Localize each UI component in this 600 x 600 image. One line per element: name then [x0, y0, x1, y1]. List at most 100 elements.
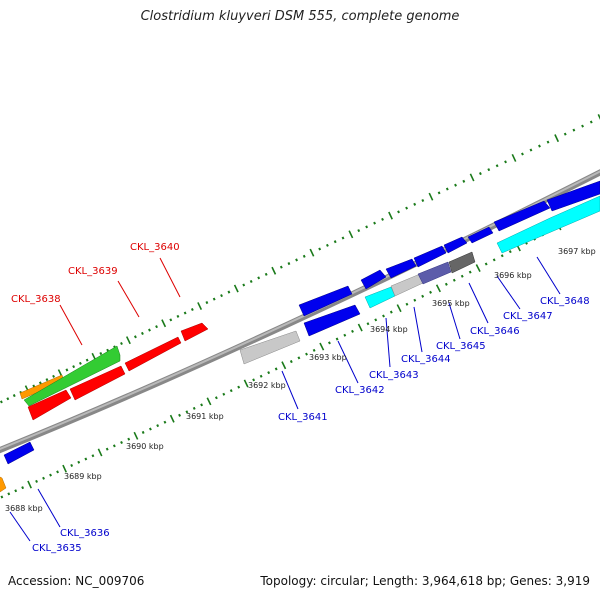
gene-arrow-3638-green[interactable] [23, 345, 121, 407]
gene-label-3641[interactable]: CKL_3641 [278, 412, 328, 423]
gene-arrow-3641[interactable] [239, 330, 301, 365]
leader-3638 [59, 304, 83, 346]
outer-tick [141, 331, 144, 335]
outer-tick [563, 132, 567, 136]
gene-label-3636[interactable]: CKL_3636 [60, 528, 110, 539]
outer-tick [581, 124, 584, 128]
genome-summary-text: Topology: circular; Length: 3,964,618 bp… [260, 574, 590, 588]
gene-arrow-3640[interactable] [180, 322, 209, 342]
leader-3645 [448, 302, 461, 340]
leader-3646 [468, 282, 489, 324]
reverse-strand [0, 195, 600, 493]
inner-tick [297, 356, 301, 360]
outer-tick [397, 210, 400, 214]
outer-tick-ring [0, 114, 600, 404]
outer-tick [348, 230, 354, 239]
gene-label-3645[interactable]: CKL_3645 [436, 341, 486, 352]
inner-tick [468, 270, 472, 274]
gene-label-3646[interactable]: CKL_3646 [470, 326, 520, 337]
inner-tick [259, 374, 263, 378]
outer-tick [487, 168, 491, 172]
outer-tick [65, 368, 69, 372]
inner-tick [14, 489, 18, 493]
inner-tick [328, 341, 331, 345]
gene-label-3643[interactable]: CKL_3643 [369, 370, 419, 381]
gene-arrow-fwd-c[interactable] [385, 258, 417, 279]
outer-tick [478, 172, 482, 176]
accession-text: Accession: NC_009706 [8, 574, 145, 588]
gene-arrow-3645[interactable] [417, 261, 452, 285]
inner-tick [200, 403, 204, 407]
outer-tick [52, 374, 56, 378]
gene-arrow-fwd-d[interactable] [413, 245, 447, 268]
outer-tick [454, 183, 457, 187]
outer-tick [511, 153, 517, 162]
gene-label-3648[interactable]: CKL_3648 [540, 296, 590, 307]
gene-arrow-fwd-g[interactable] [493, 200, 551, 232]
gene-label-3647[interactable]: CKL_3647 [503, 311, 553, 322]
gene-label-3635[interactable]: CKL_3635 [32, 543, 82, 554]
inner-tick [305, 352, 308, 356]
gene-arrow-3643[interactable] [364, 286, 396, 309]
inner-tick [435, 284, 441, 293]
outer-tick [365, 225, 369, 229]
outer-tick [264, 272, 268, 276]
inner-tick [351, 329, 354, 333]
gene-label-3638[interactable]: CKL_3638 [11, 294, 61, 305]
gene-arrow-fwd-h[interactable] [546, 180, 600, 212]
inner-tick [84, 457, 88, 461]
leader-3636 [37, 488, 61, 528]
gene-label-3642[interactable]: CKL_3642 [335, 385, 385, 396]
inner-tick [77, 460, 81, 464]
map-title: Clostridium kluyveri DSM 555, complete g… [140, 9, 460, 24]
gene-arrow-fwd-b[interactable] [360, 269, 387, 290]
gene-arrow-3648[interactable] [496, 195, 600, 254]
outer-tick [495, 164, 499, 168]
leader-3647 [496, 275, 521, 310]
kbp-label: 3696 kbp [494, 271, 532, 280]
outer-tick [38, 381, 42, 385]
gene-arrow-3642[interactable] [303, 304, 361, 337]
inner-tick [62, 464, 67, 473]
outer-tick [318, 247, 322, 251]
outer-tick [220, 294, 223, 298]
gene-arrow-3636[interactable] [3, 441, 35, 465]
outer-tick [333, 240, 337, 244]
leader-3643 [385, 317, 391, 368]
outer-tick [233, 284, 239, 293]
outer-tick [373, 221, 376, 225]
outer-tick [405, 206, 409, 210]
kbp-label: 3688 kbp [5, 504, 43, 513]
inner-tick [500, 254, 504, 258]
outer-tick [161, 319, 167, 328]
outer-tick [554, 134, 560, 143]
gene-arrow-fwd-a[interactable] [298, 285, 353, 317]
kbp-label: 3697 kbp [558, 247, 596, 256]
gene-arrow-3646[interactable] [448, 251, 476, 274]
outer-tick [357, 229, 361, 233]
outer-tick [381, 217, 384, 221]
gene-arrow-3635[interactable] [0, 476, 7, 493]
gene-label-3639[interactable]: CKL_3639 [68, 266, 118, 277]
gene-arrow-fwd-e[interactable] [443, 236, 468, 254]
inner-tick [112, 444, 116, 448]
gene-arrow-fwd-f[interactable] [467, 226, 494, 244]
inner-tick [405, 302, 409, 306]
gene-arrow-red-a[interactable] [27, 389, 72, 421]
gene-label-3644[interactable]: CKL_3644 [401, 354, 451, 365]
gene-label-3640[interactable]: CKL_3640 [130, 242, 180, 253]
outer-tick [271, 266, 277, 275]
outer-tick [295, 258, 298, 262]
gene-arrow-3639[interactable] [124, 336, 182, 372]
outer-tick [597, 114, 600, 120]
outer-tick [589, 120, 593, 124]
kbp-label: 3691 kbp [186, 412, 224, 421]
gene-arrow-red-b[interactable] [69, 365, 126, 401]
inner-tick [444, 282, 448, 286]
inner-tick [192, 406, 196, 410]
outer-tick [421, 198, 425, 203]
gene-arrow-3644[interactable] [390, 273, 424, 297]
outer-tick [120, 342, 123, 346]
inner-tick [91, 454, 95, 458]
